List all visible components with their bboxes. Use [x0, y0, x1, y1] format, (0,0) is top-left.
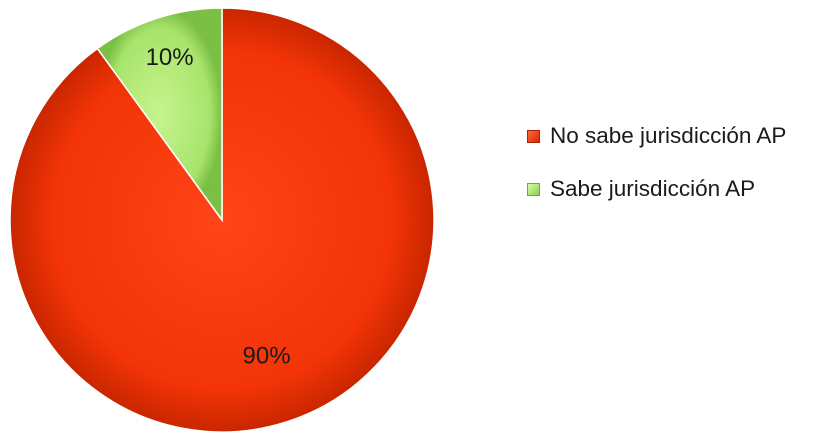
legend-swatch-sabe [527, 183, 540, 196]
legend-item-sabe: Sabe jurisdicción AP [527, 175, 812, 202]
legend-swatch-no-sabe [527, 130, 540, 143]
pie-slice-sabe [96, 7, 223, 223]
legend-item-no-sabe: No sabe jurisdicción AP [527, 122, 812, 149]
legend: No sabe jurisdicción AP Sabe jurisdicció… [527, 122, 812, 202]
legend-label-no-sabe: No sabe jurisdicción AP [550, 123, 787, 148]
data-label-sabe: 10% [146, 44, 194, 71]
pie-plot: 90% 10% [9, 7, 435, 432]
legend-label-sabe: Sabe jurisdicción AP [550, 176, 756, 201]
data-label-no-sabe: 90% [243, 342, 291, 369]
